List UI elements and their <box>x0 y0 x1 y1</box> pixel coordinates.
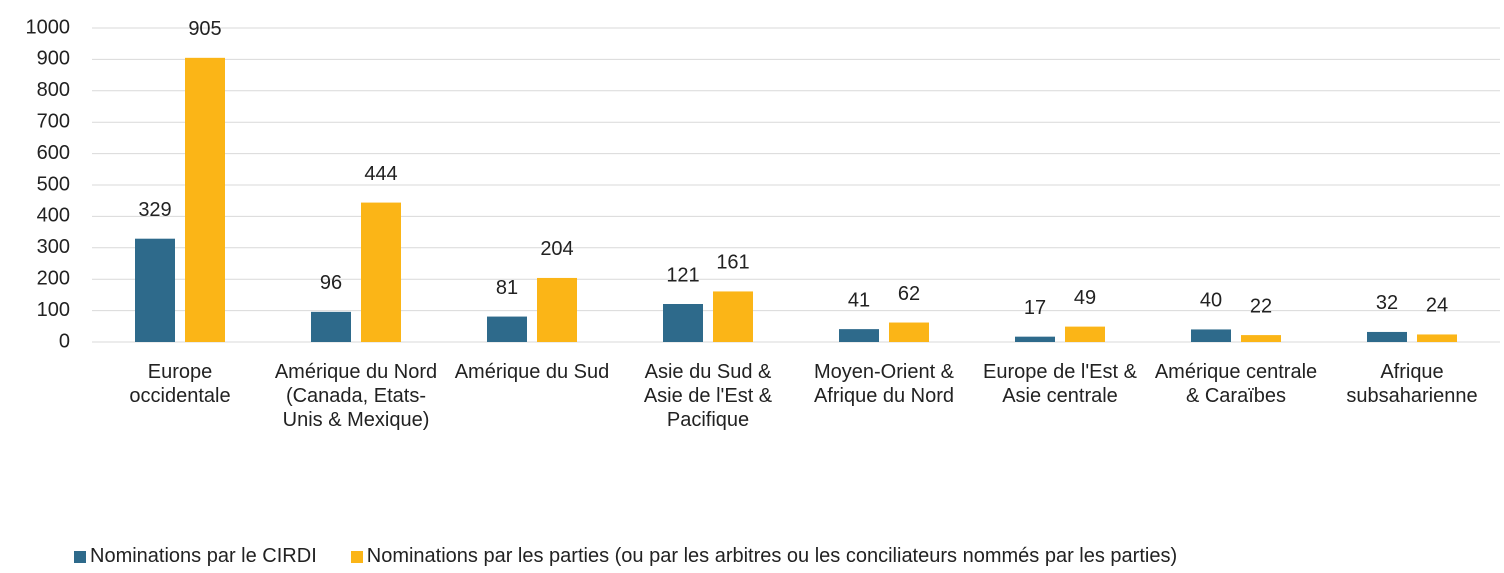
bar <box>135 238 175 342</box>
y-tick-label: 400 <box>37 205 70 227</box>
bar <box>1241 335 1281 342</box>
x-tick-label: Moyen-Orient & Afrique du Nord <box>813 361 955 407</box>
y-tick-label: 900 <box>37 48 70 70</box>
y-tick-label: 100 <box>37 299 70 321</box>
value-label: 444 <box>364 163 397 185</box>
value-label: 40 <box>1200 290 1222 312</box>
value-label: 41 <box>848 289 870 311</box>
bar <box>713 291 753 342</box>
x-tick-label: Amérique du Nord (Canada, Etats-Unis & M… <box>274 361 438 431</box>
bar <box>663 304 703 342</box>
y-tick-label: 500 <box>37 173 70 195</box>
bar <box>537 277 577 342</box>
x-tick-label: Asie du Sud & Asie de l'Est & Pacifique <box>643 361 773 431</box>
bar <box>487 316 527 342</box>
x-tick-label: Amérique du Sud <box>454 361 610 383</box>
bar <box>889 322 929 342</box>
y-tick-label: 1000 <box>26 16 71 38</box>
legend-item: Nominations par les parties (ou par les … <box>350 545 1178 568</box>
value-label: 81 <box>496 277 518 299</box>
y-tick-label: 0 <box>59 330 70 352</box>
bar <box>311 311 351 342</box>
y-tick-label: 200 <box>37 267 70 289</box>
value-label: 24 <box>1426 295 1448 317</box>
value-label: 96 <box>320 272 342 294</box>
legend-label: Nominations par les parties (ou par les … <box>366 545 1178 567</box>
y-tick-label: 700 <box>37 110 70 132</box>
value-label: 17 <box>1024 297 1046 319</box>
value-label: 905 <box>188 18 221 40</box>
bar <box>1015 336 1055 342</box>
value-label: 204 <box>540 238 573 260</box>
bar <box>1417 334 1457 342</box>
bar <box>1367 331 1407 342</box>
bar <box>1191 329 1231 342</box>
value-label: 121 <box>666 264 699 286</box>
value-label: 62 <box>898 283 920 305</box>
x-tick-label: Europe de l'Est & Asie centrale <box>983 361 1137 407</box>
value-label: 22 <box>1250 295 1272 317</box>
bar <box>1065 326 1105 342</box>
y-tick-label: 800 <box>37 79 70 101</box>
legend-item: Nominations par le CIRDI <box>74 545 317 568</box>
value-label: 161 <box>716 252 749 274</box>
x-tick-label: Europe occidentale <box>129 361 231 407</box>
legend-label: Nominations par le CIRDI <box>90 545 317 567</box>
legend-swatch <box>74 550 86 563</box>
y-tick-label: 300 <box>37 236 70 258</box>
legend: Nominations par le CIRDI Nominations par … <box>74 545 1177 568</box>
value-label: 329 <box>138 199 171 221</box>
bar <box>839 329 879 342</box>
bar <box>185 57 225 343</box>
legend-swatch <box>350 550 363 563</box>
x-tick-label: Amérique centrale & Caraïbes <box>1154 361 1318 407</box>
x-tick-label: Afrique subsaharienne <box>1346 361 1478 407</box>
bar <box>361 202 401 342</box>
y-tick-label: 600 <box>37 142 70 164</box>
value-label: 32 <box>1376 292 1398 314</box>
value-label: 49 <box>1074 287 1096 309</box>
